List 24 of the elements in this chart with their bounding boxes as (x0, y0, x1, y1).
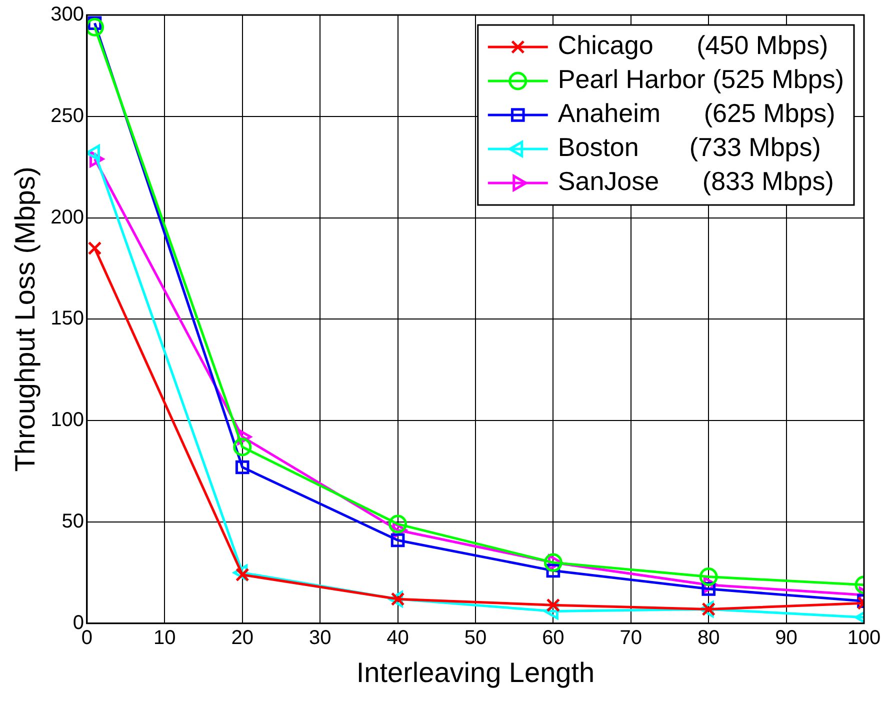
y-tick-label: 100 (50, 409, 84, 432)
y-tick-label: 250 (50, 104, 84, 127)
x-tick-label: 100 (847, 626, 881, 649)
legend-label: Chicago (450 Mbps) (558, 30, 828, 60)
y-tick-label: 300 (50, 4, 84, 26)
y-tick-label: 50 (62, 510, 84, 533)
y-tick-label: 0 (72, 612, 84, 634)
legend-label: Pearl Harbor (525 Mbps) (558, 64, 844, 94)
x-tick-label: 80 (697, 626, 720, 649)
legend-label: SanJose (833 Mbps) (558, 166, 834, 196)
x-tick-label: 20 (231, 626, 254, 649)
x-tick-label: 40 (386, 626, 409, 649)
x-tick-label: 30 (308, 626, 332, 649)
x-tick-label: 10 (154, 626, 176, 649)
legend-label: Boston (733 Mbps) (558, 132, 821, 162)
x-axis-title: Interleaving Length (356, 656, 595, 688)
legend-label: Anaheim (625 Mbps) (558, 98, 836, 128)
x-tick-label: 50 (464, 626, 487, 649)
y-tick-label: 200 (50, 206, 84, 228)
y-tick-label: 150 (50, 308, 84, 330)
x-tick-label: 60 (542, 626, 564, 649)
x-tick-label: 90 (775, 626, 798, 649)
y-axis-title: Throughput Loss (Mbps) (10, 166, 41, 472)
x-tick-label: 70 (620, 626, 642, 649)
